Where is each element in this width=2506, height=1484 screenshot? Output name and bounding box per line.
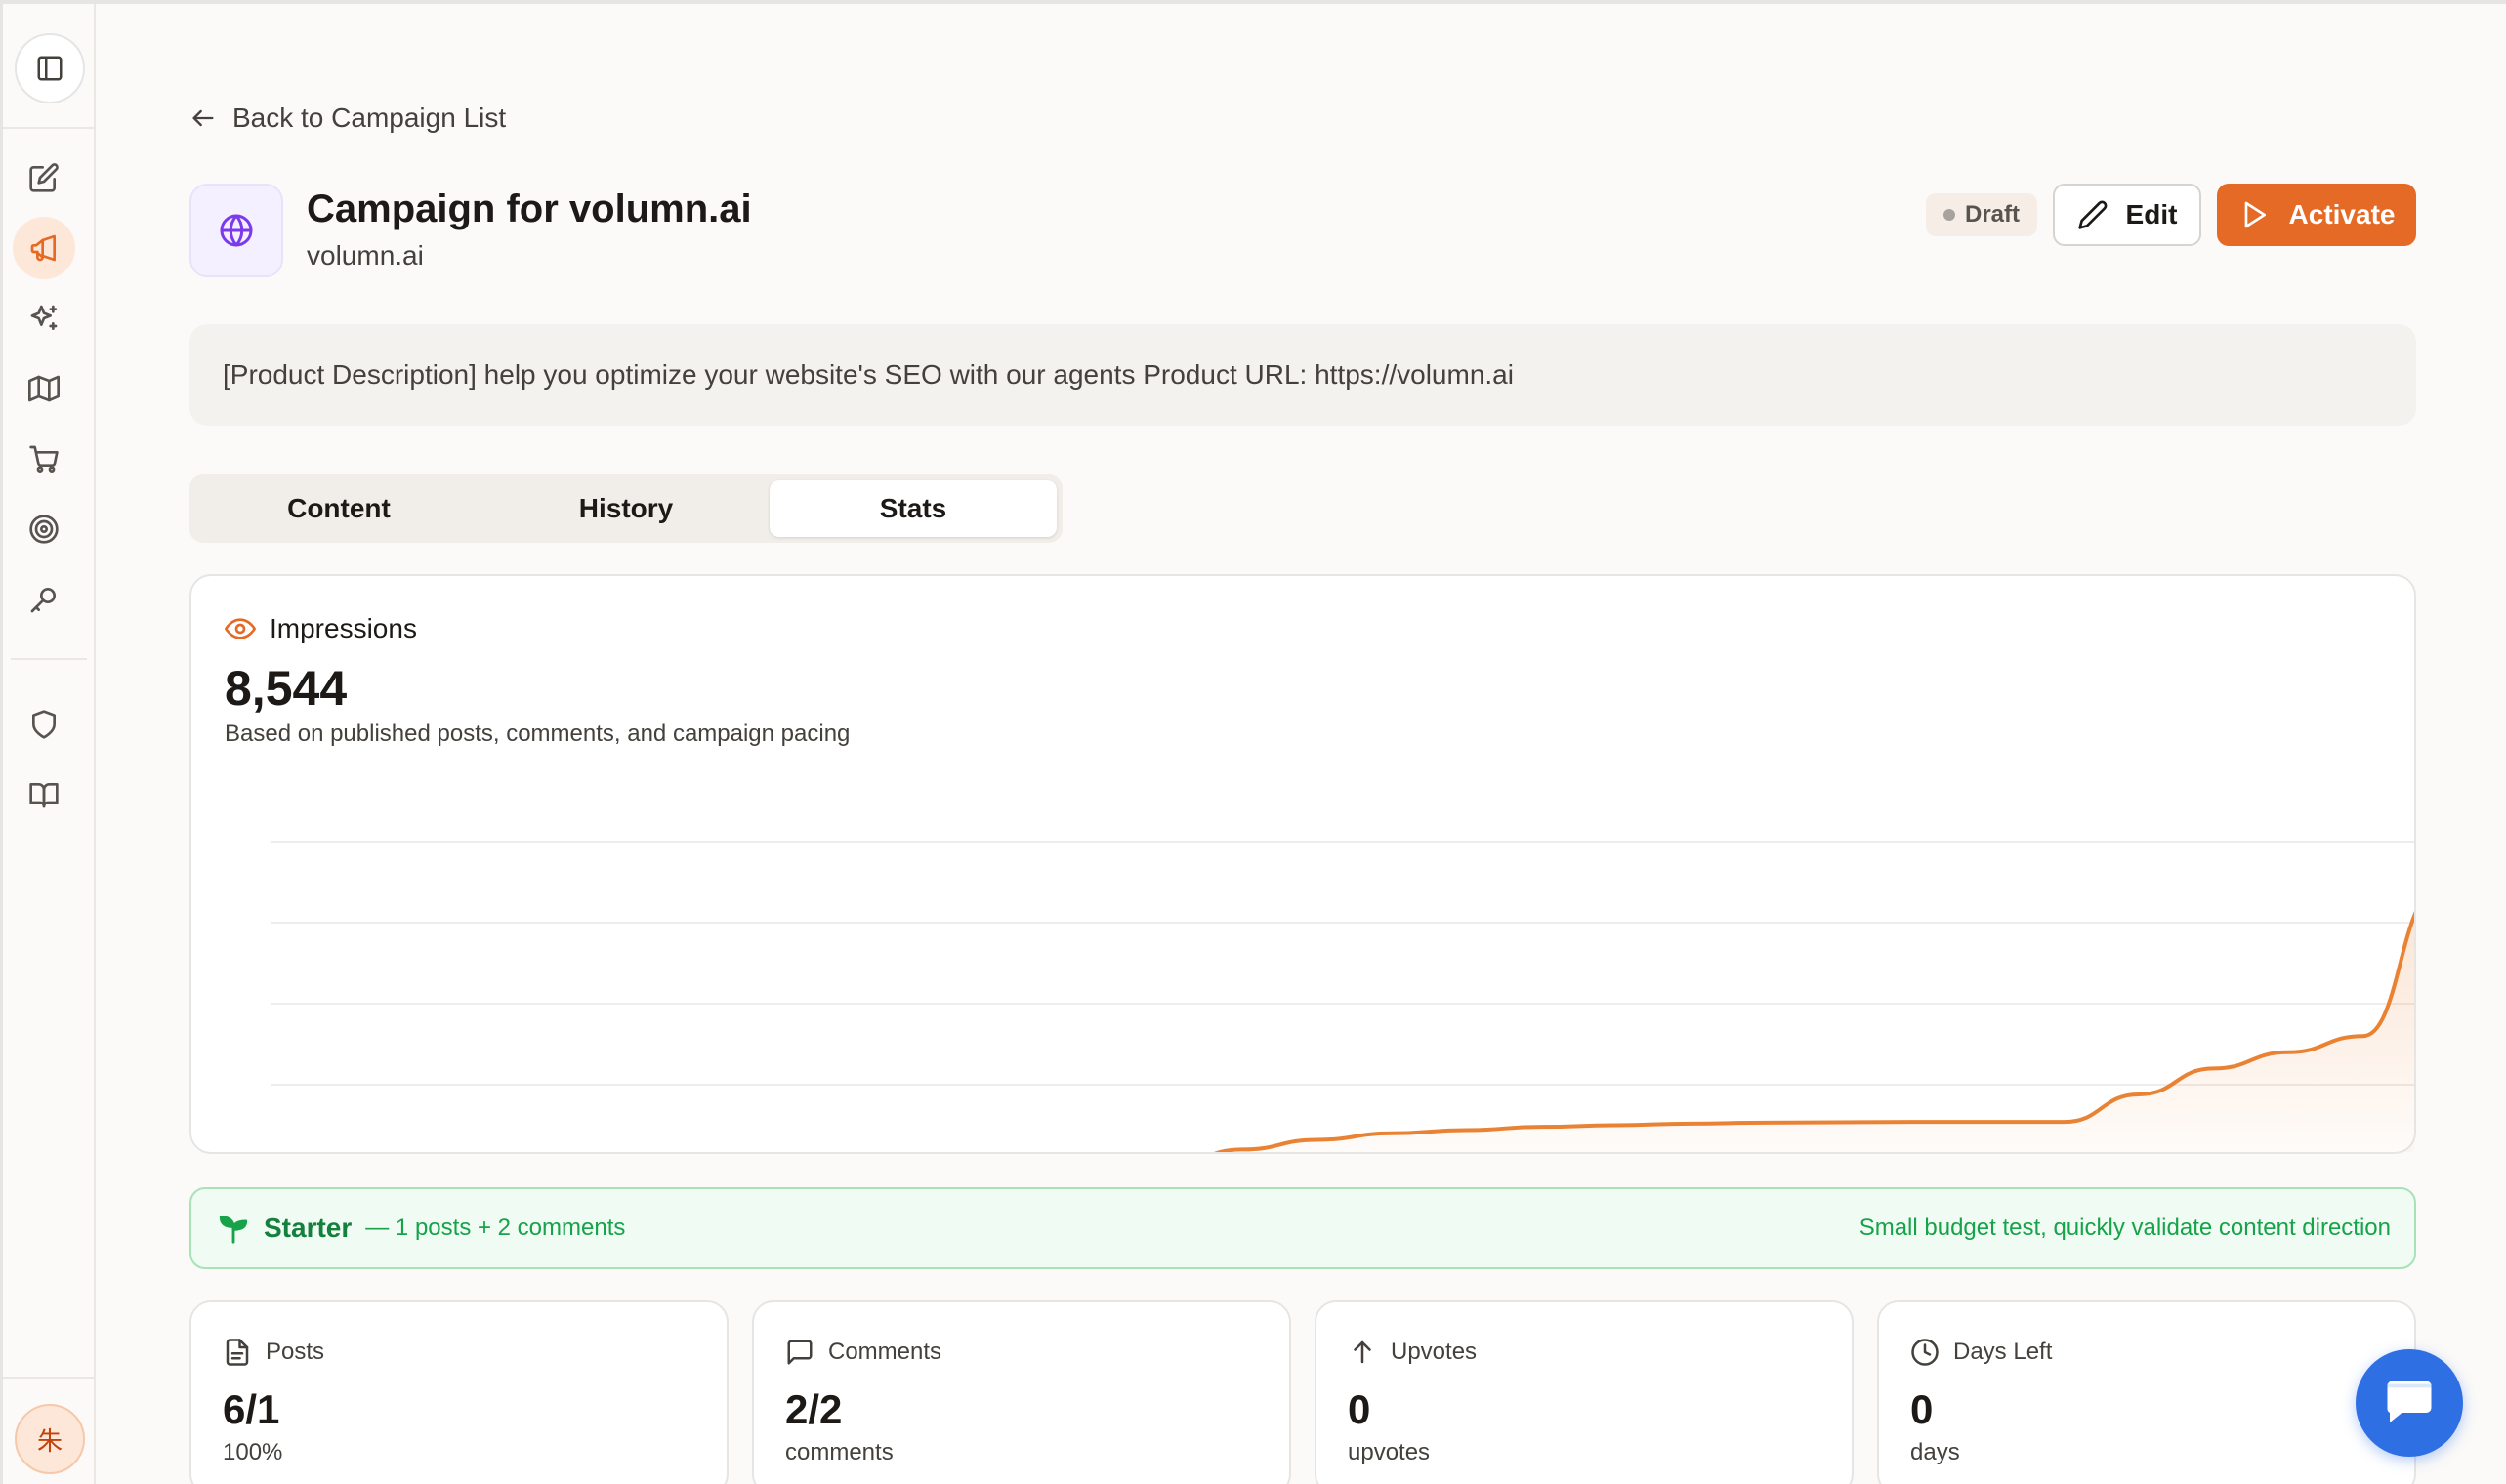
stat-header: Posts [223,1338,324,1367]
globe-icon [220,214,253,247]
campaign-domain: volumn.ai [307,240,424,270]
stat-card-upvotes: Upvotes 0 upvotes [1315,1300,1854,1484]
sidebar-item-write[interactable] [13,146,75,209]
impressions-chart: Apr 28Apr 30May 2May 4May 6May 8May 10Ma… [271,841,2414,1152]
sprout-icon [219,1216,248,1244]
plan-name: Starter [264,1213,353,1243]
stat-sub: comments [785,1439,894,1465]
book-icon [29,783,59,808]
play-icon [2244,201,2266,228]
stat-card-comments: Comments 2/2 comments [752,1300,1291,1484]
impressions-subtitle: Based on published posts, comments, and … [225,721,851,747]
status-badge: Draft [1926,193,2037,236]
stat-value: 0 [1348,1386,1371,1432]
status-label: Draft [1964,201,2020,227]
panel-left-icon [37,56,63,81]
stat-card-days-left: Days Left 0 days [1877,1300,2416,1484]
sidebar: 朱 [3,4,96,1484]
arrow-left-icon [192,109,214,127]
back-link-label: Back to Campaign List [232,103,507,133]
cart-icon [29,445,59,473]
eye-icon [225,618,256,639]
avatar[interactable]: 朱 [15,1404,85,1474]
sidebar-item-keys[interactable] [13,568,75,631]
sidebar-divider [3,1377,96,1379]
stat-sub: upvotes [1348,1439,1431,1465]
plan-note: Small budget test, quickly validate cont… [1859,1215,2391,1241]
back-to-campaign-list-link[interactable]: Back to Campaign List [189,98,506,139]
file-icon [226,1339,249,1366]
tab-stats[interactable]: Stats [770,480,1057,537]
pencil-icon [2077,200,2107,229]
tab-history[interactable]: History [578,493,674,523]
plan-info: Starter — 1 posts + 2 comments [217,1189,625,1267]
tab-bar: Content History Stats [189,474,1063,543]
plan-banner: Starter — 1 posts + 2 comments Small bud… [189,1187,2416,1269]
stat-value: 0 [1910,1386,1934,1432]
sidebar-item-targets[interactable] [13,498,75,560]
activate-button-label: Activate [2288,199,2396,229]
status-dot [1942,209,1955,221]
window-left-border [0,0,3,1484]
stat-label: Days Left [1953,1339,2053,1365]
stat-header: Upvotes [1348,1338,1477,1367]
arrow-up-icon [1354,1340,1371,1364]
product-description-text: [Product Description] help you optimize … [223,359,1514,390]
sidebar-item-map[interactable] [13,357,75,420]
sidebar-divider [11,658,87,660]
stat-label: Posts [266,1339,325,1365]
product-description: [Product Description] help you optimize … [189,324,2416,426]
page-title: Campaign for volumn.ai [307,187,752,230]
edit-icon [29,163,59,192]
stat-label: Comments [828,1339,942,1365]
target-icon [29,515,59,544]
sidebar-divider [3,127,96,129]
impressions-line [1213,911,2414,1152]
sparkles-icon [30,305,58,330]
sidebar-item-campaigns[interactable] [13,217,75,279]
window-top-border [0,0,2506,4]
stat-value: 6/1 [223,1386,280,1432]
stat-label: Upvotes [1391,1339,1478,1365]
chat-button[interactable] [2356,1349,2463,1457]
impressions-card: Impressions 8,544 Based on published pos… [189,574,2416,1154]
stat-value: 2/2 [785,1386,843,1432]
impressions-title: Impressions [270,613,417,643]
stat-card-posts: Posts 6/1 100% [189,1300,729,1484]
activate-button[interactable]: Activate [2217,184,2416,246]
sidebar-item-shop[interactable] [13,428,75,490]
chat-icon [2387,1381,2432,1422]
stat-sub: days [1910,1439,1960,1465]
sidebar-toggle-button[interactable] [15,33,85,103]
stat-header: Days Left [1910,1338,2052,1367]
comment-icon [787,1340,813,1365]
campaign-avatar [189,184,283,277]
sidebar-item-ai[interactable] [13,287,75,350]
plan-detail: — 1 posts + 2 comments [365,1215,626,1241]
impressions-area [1220,916,2414,1152]
map-icon [28,375,60,402]
clock-icon [1911,1339,1939,1366]
edit-button-label: Edit [2125,199,2178,229]
sidebar-item-security[interactable] [13,693,75,756]
stat-sub: 100% [223,1439,283,1465]
edit-button[interactable]: Edit [2053,184,2201,246]
stat-header: Comments [785,1338,941,1367]
key-icon [30,588,56,613]
shield-icon [32,710,56,739]
tab-content[interactable]: Content [287,493,391,523]
sidebar-item-docs[interactable] [13,763,75,826]
impressions-header: Impressions [225,613,417,644]
megaphone-icon [30,234,56,262]
impressions-value: 8,544 [225,661,348,716]
